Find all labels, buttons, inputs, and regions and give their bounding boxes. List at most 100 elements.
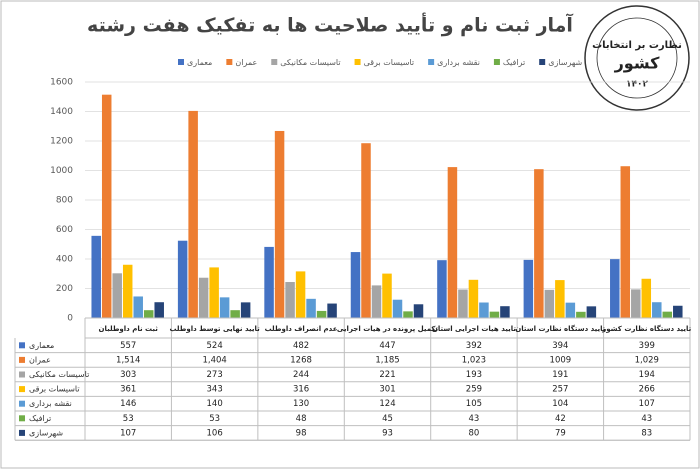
legend-swatch bbox=[428, 59, 435, 65]
logo-ring bbox=[584, 5, 690, 111]
table-cell: 482 bbox=[293, 341, 309, 351]
table-legend-key bbox=[19, 400, 25, 407]
bar bbox=[534, 169, 544, 318]
bar bbox=[610, 259, 620, 318]
table-cell: 394 bbox=[552, 341, 568, 351]
table-cell: 266 bbox=[639, 385, 655, 395]
table-cell: 80 bbox=[469, 428, 480, 438]
table-row-label: معماری bbox=[29, 341, 54, 350]
y-tick-label: 1200 bbox=[50, 137, 73, 147]
table-cell: 316 bbox=[293, 385, 309, 395]
bar bbox=[188, 110, 198, 318]
bar bbox=[652, 302, 662, 318]
y-tick-label: 0 bbox=[67, 314, 73, 324]
logo-ring bbox=[596, 17, 678, 99]
table-cell: 273 bbox=[207, 370, 223, 380]
bar bbox=[295, 271, 306, 318]
chart-title: آمار ثبت نام و تأیید صلاحیت ها به تفکیک … bbox=[87, 13, 573, 37]
bar bbox=[350, 252, 361, 318]
legend-label: عمران bbox=[235, 58, 257, 67]
x-tick-label: تایید دستگاه نظارت استان bbox=[515, 324, 606, 333]
legend-label: شهرسازی bbox=[548, 58, 582, 67]
table-row-label: عمران bbox=[29, 355, 51, 364]
table-row-label: نقشه برداری bbox=[29, 399, 72, 408]
bar bbox=[413, 304, 424, 318]
table-cell: 53 bbox=[123, 414, 134, 424]
bar bbox=[112, 273, 122, 318]
table-row-label: تاسیسات مکانیکی bbox=[29, 370, 89, 379]
bar bbox=[673, 305, 683, 318]
legend-swatch bbox=[226, 59, 233, 65]
bar bbox=[240, 302, 251, 318]
bar bbox=[371, 285, 382, 318]
bar bbox=[576, 311, 586, 318]
table-cell: 107 bbox=[639, 399, 655, 409]
table-legend-key bbox=[19, 429, 25, 436]
bar bbox=[586, 306, 597, 318]
table-cell: 48 bbox=[296, 414, 307, 424]
logo-text: نظارت بر انتخابات bbox=[592, 40, 682, 51]
table-row-label: شهرسازی bbox=[29, 428, 63, 437]
logo-text: کشور bbox=[614, 54, 661, 73]
bar bbox=[447, 167, 458, 318]
table-legend-key bbox=[19, 342, 25, 349]
table-cell: 257 bbox=[552, 385, 568, 395]
bar bbox=[361, 143, 371, 318]
table-cell: 1,185 bbox=[375, 355, 399, 365]
y-tick-label: 800 bbox=[56, 196, 73, 206]
table-legend-key bbox=[19, 356, 25, 363]
bar bbox=[209, 267, 219, 318]
table-cell: 140 bbox=[207, 399, 223, 409]
table-cell: 193 bbox=[466, 370, 482, 380]
bar bbox=[154, 302, 164, 318]
table-legend-key bbox=[19, 386, 25, 393]
bar bbox=[101, 94, 112, 318]
table-cell: 124 bbox=[379, 399, 395, 409]
legend-swatch bbox=[178, 59, 184, 65]
bar bbox=[306, 298, 316, 318]
table-cell: 146 bbox=[120, 399, 136, 409]
bar bbox=[544, 289, 555, 318]
y-tick-label: 1000 bbox=[50, 166, 73, 176]
bar bbox=[285, 282, 295, 318]
legend-label: تاسیسات برقی bbox=[364, 58, 415, 67]
x-tick-label: تایید هیات اجرایی استان bbox=[432, 325, 516, 333]
legend-label: معماری bbox=[187, 58, 212, 67]
table-cell: 1009 bbox=[550, 355, 572, 365]
table-cell: 43 bbox=[641, 414, 652, 424]
bar bbox=[641, 278, 652, 318]
logo: نظارت بر انتخابات کشور ۱۴۰۲ bbox=[584, 5, 690, 111]
bar bbox=[468, 279, 479, 318]
bar bbox=[392, 299, 403, 318]
table-cell: 301 bbox=[379, 385, 395, 395]
y-tick-label: 400 bbox=[56, 255, 73, 265]
bar bbox=[458, 289, 468, 318]
y-tick-label: 200 bbox=[56, 284, 73, 294]
bar bbox=[662, 311, 673, 318]
legend-swatch bbox=[354, 59, 361, 65]
table-cell: 191 bbox=[552, 370, 568, 380]
table-cell: 105 bbox=[466, 399, 482, 409]
table-cell: 53 bbox=[209, 414, 220, 424]
bar bbox=[620, 166, 631, 318]
bar bbox=[274, 130, 285, 318]
bar bbox=[500, 306, 510, 318]
table-cell: 79 bbox=[555, 428, 566, 438]
bar bbox=[555, 280, 565, 318]
table-cell: 98 bbox=[296, 428, 307, 438]
table-cell: 1268 bbox=[290, 355, 312, 365]
table-cell: 194 bbox=[639, 370, 655, 380]
y-tick-label: 600 bbox=[56, 225, 73, 235]
bar bbox=[489, 311, 500, 318]
table-cell: 557 bbox=[120, 341, 136, 351]
legend-swatch bbox=[271, 59, 278, 65]
table-cell: 104 bbox=[552, 399, 568, 409]
table-row-label: ترافیک bbox=[29, 414, 51, 423]
legend-label: تاسیسات مکانیکی bbox=[280, 58, 340, 67]
x-tick-label: تایید دستگاه نظارت کشور bbox=[601, 324, 691, 333]
bar bbox=[177, 240, 188, 318]
y-tick-label: 1400 bbox=[50, 107, 73, 117]
x-tick-label: ثبت نام داوطلبان bbox=[99, 325, 159, 333]
legend-swatch bbox=[493, 59, 500, 65]
